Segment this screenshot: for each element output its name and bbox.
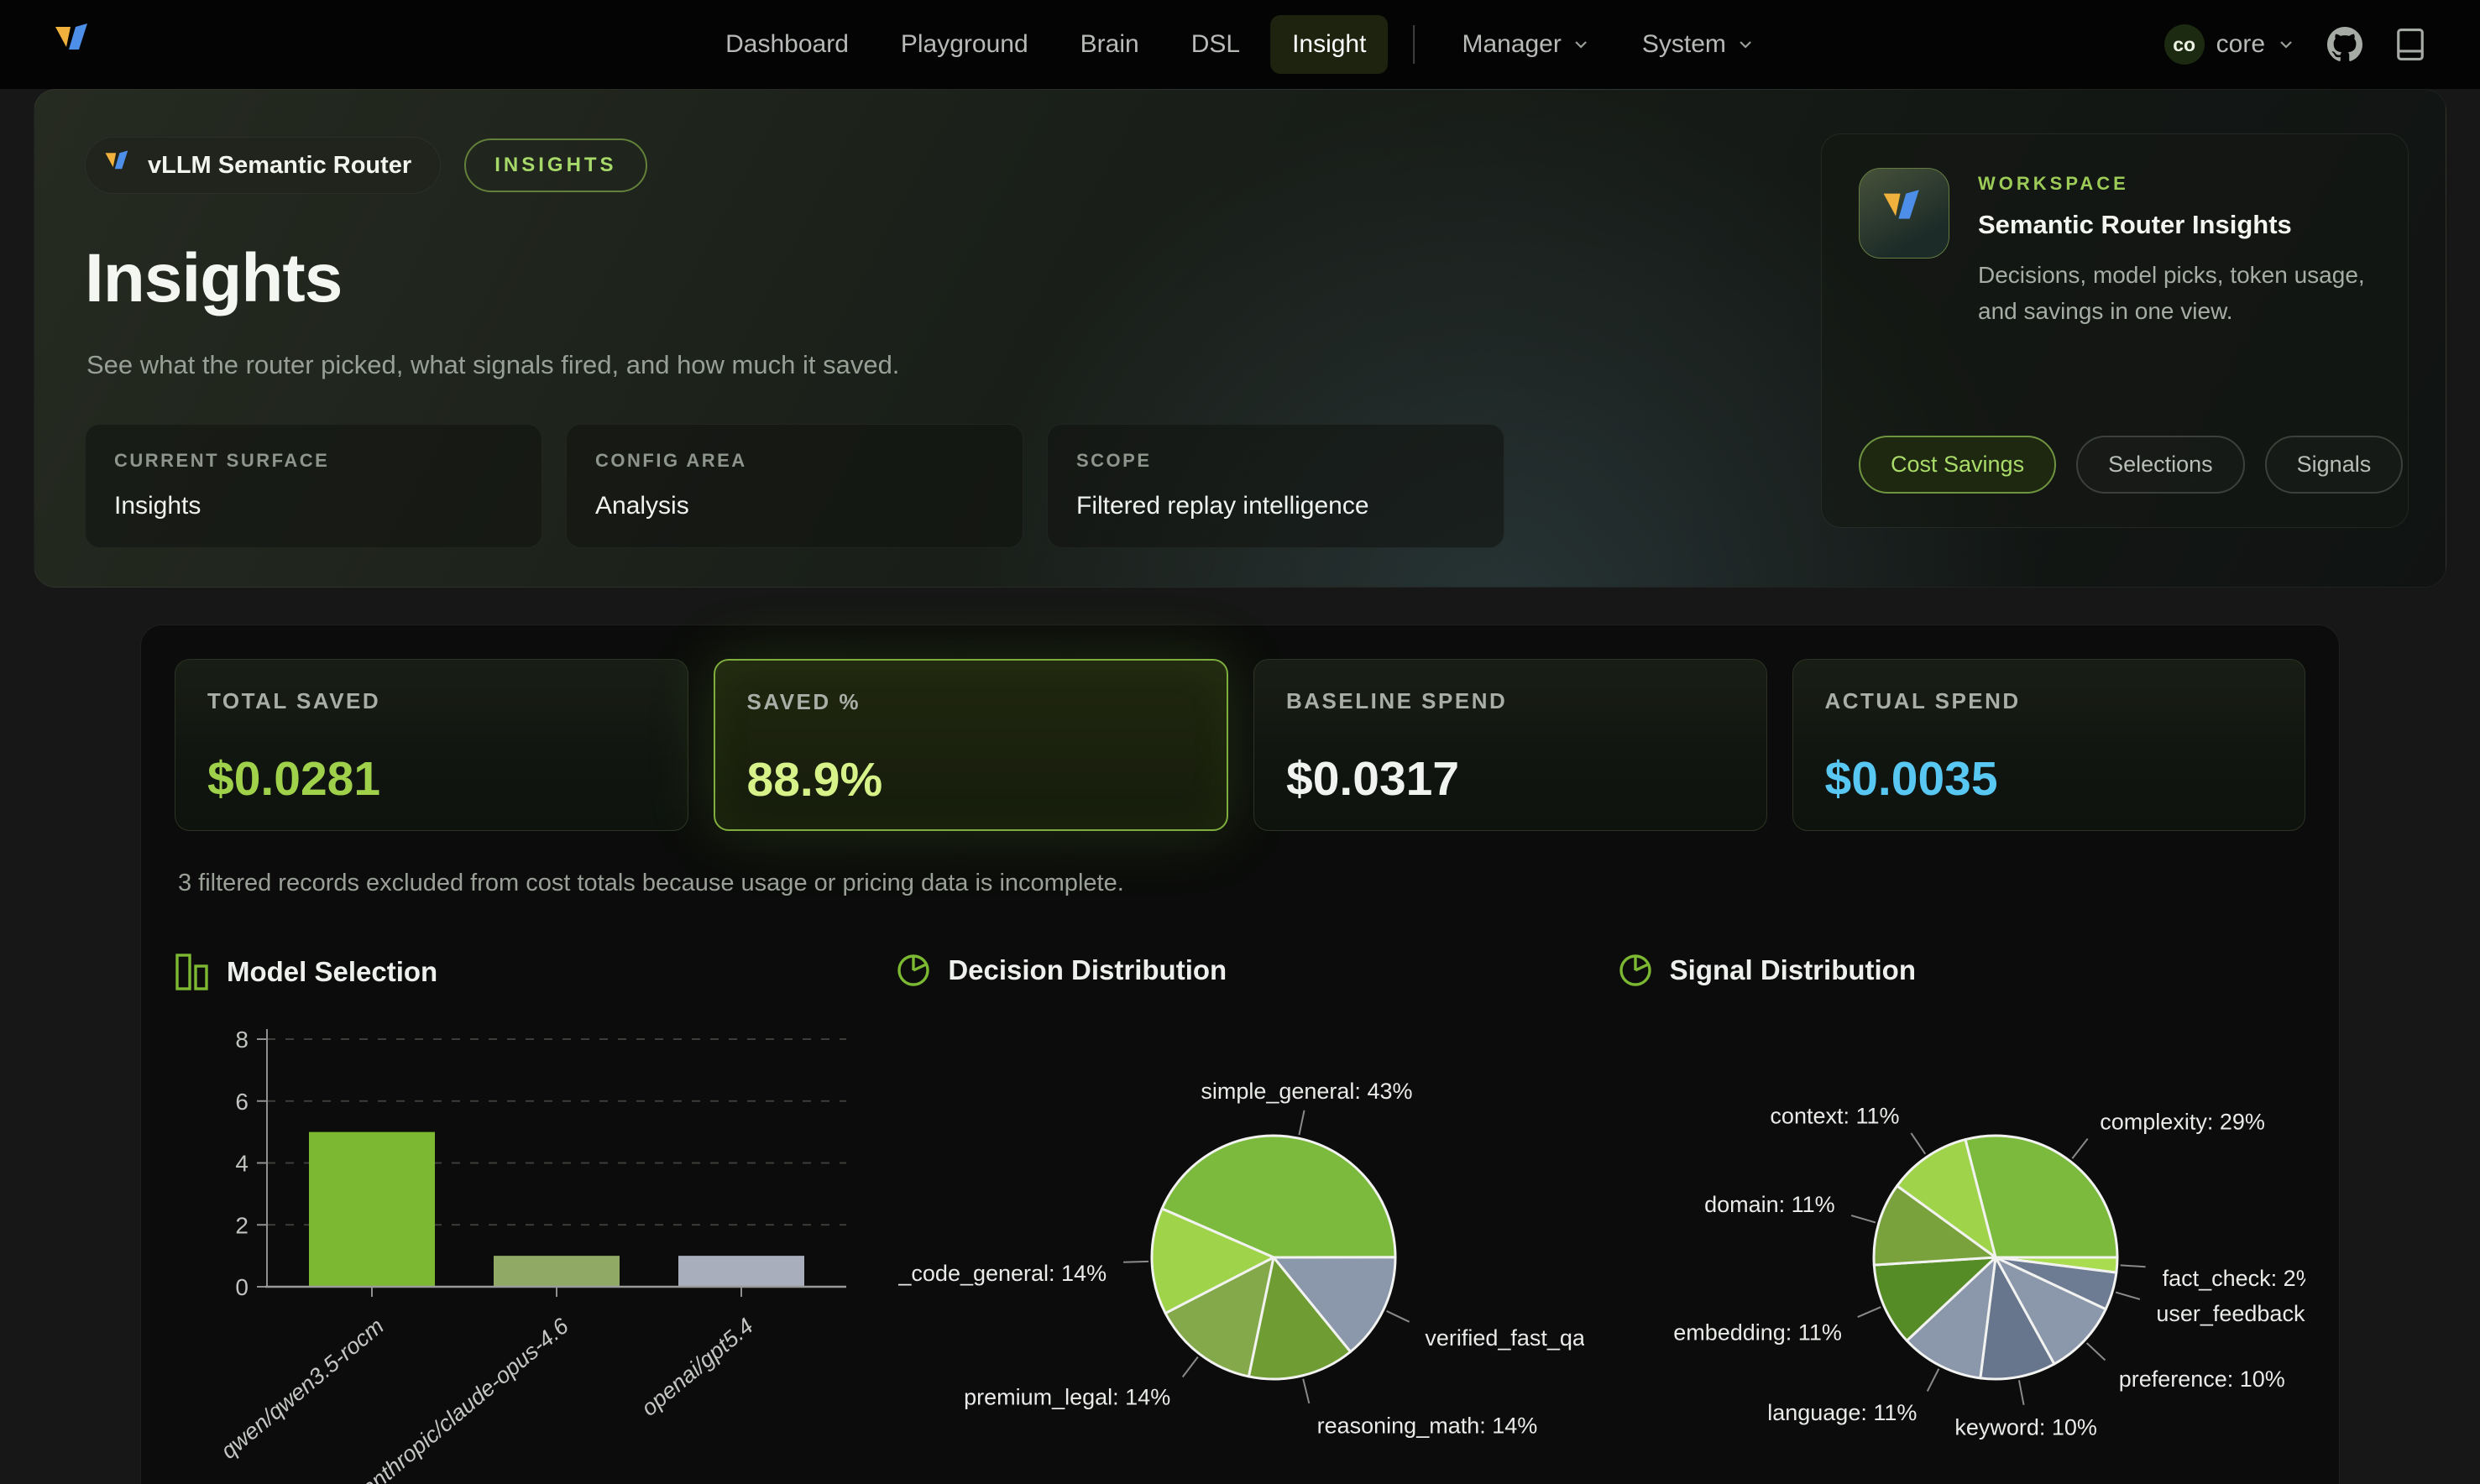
pie-chart-icon xyxy=(897,954,930,986)
info-card-label: CONFIG AREA xyxy=(595,450,747,471)
info-card-config-area: CONFIG AREA Analysis xyxy=(566,424,1023,548)
page-title: Insights xyxy=(85,240,343,316)
chevron-down-icon xyxy=(1575,41,1587,49)
stat-label: ACTUAL SPEND xyxy=(1824,688,2021,713)
workspace-buttons: Cost Savings Selections Signals xyxy=(1859,436,2404,494)
github-icon[interactable] xyxy=(2327,27,2362,62)
charts-row: Model Selection 0 2 4 6 8 qwen/qwen3.5-rocm an… xyxy=(175,953,2305,1484)
svg-text:6: 6 xyxy=(235,1089,249,1115)
stat-label: SAVED % xyxy=(746,689,861,714)
svg-text:simple_general: 43%: simple_general: 43% xyxy=(1201,1079,1413,1104)
insights-badge: INSIGHTS xyxy=(464,138,647,192)
stat-card-actual-spend: ACTUAL SPEND $0.0035 xyxy=(1792,659,2305,831)
vllm-logo-icon xyxy=(105,150,128,170)
chevron-down-icon xyxy=(1740,41,1751,49)
svg-text:reasoning_math: 14%: reasoning_math: 14% xyxy=(1317,1413,1538,1439)
nav-manager-label: Manager xyxy=(1462,30,1562,58)
vllm-logo-icon[interactable] xyxy=(54,22,94,67)
nav-right-cluster: co core xyxy=(2163,24,2426,65)
hero-info-cards: CURRENT SURFACE Insights CONFIG AREA Ana… xyxy=(85,424,2446,548)
nav-system-label: System xyxy=(1641,30,1726,58)
account-menu[interactable]: co core xyxy=(2163,24,2295,65)
stat-value: $0.0035 xyxy=(1824,752,1998,806)
info-card-value: Filtered replay intelligence xyxy=(1076,492,1369,520)
svg-text:8: 8 xyxy=(235,1027,249,1053)
svg-text:complexity: 29%: complexity: 29% xyxy=(2100,1110,2265,1135)
svg-text:fact_check: 2%: fact_check: 2% xyxy=(2162,1266,2305,1291)
svg-text:domain: 11%: domain: 11% xyxy=(1704,1192,1835,1217)
model-selection-chart: Model Selection 0 2 4 6 8 qwen/qwen3.5-rocm an… xyxy=(175,953,862,1484)
app-badge-label: vLLM Semantic Router xyxy=(148,151,412,179)
nav-dropdown-system[interactable]: System xyxy=(1620,15,1776,74)
workspace-label: WORKSPACE xyxy=(1978,173,2129,194)
svg-text:preference: 10%: preference: 10% xyxy=(2118,1366,2284,1392)
pie-chart-icon xyxy=(1619,954,1651,986)
svg-text:premium_legal: 14%: premium_legal: 14% xyxy=(964,1385,1170,1410)
nav-item-brain[interactable]: Brain xyxy=(1080,30,1139,58)
workspace-title: Semantic Router Insights xyxy=(1978,210,2292,239)
stat-value: 88.9% xyxy=(746,753,883,807)
chart-title: Signal Distribution xyxy=(1669,954,1916,985)
stat-label: BASELINE SPEND xyxy=(1286,688,1508,713)
model-selection-bar-chart: 0 2 4 6 8 qwen/qwen3.5-rocmanthropic/claude-o… xyxy=(216,1027,846,1484)
nav-item-dsl[interactable]: DSL xyxy=(1190,30,1241,58)
chart-title: Model Selection xyxy=(227,956,438,987)
decision-distribution-chart: Decision Distribution simple_general: 43… xyxy=(896,953,1584,1484)
filtered-records-note: 3 filtered records excluded from cost to… xyxy=(178,870,1124,896)
svg-text:openai/gpt5.4: openai/gpt5.4 xyxy=(636,1314,758,1421)
account-name: core xyxy=(2216,30,2265,58)
stat-value: $0.0281 xyxy=(207,752,381,806)
svg-text:_code_general: 14%: _code_general: 14% xyxy=(898,1261,1107,1286)
signal-distribution-pie-chart: complexity: 29% fact_check: 2% user_feedba… xyxy=(1673,1103,2305,1440)
info-card-value: Insights xyxy=(114,492,201,520)
bar-chart-icon xyxy=(175,954,208,990)
selections-button[interactable]: Selections xyxy=(2076,436,2245,494)
svg-text:verified_fast_qa_en: 14%: verified_fast_qa_en: 14% xyxy=(1426,1325,1584,1351)
stats-row: TOTAL SAVED $0.0281 SAVED % 88.9% BASELI… xyxy=(175,659,2305,831)
svg-text:context: 11%: context: 11% xyxy=(1770,1103,1899,1128)
stat-value: $0.0317 xyxy=(1286,752,1460,806)
avatar: co xyxy=(2163,24,2205,65)
info-card-label: CURRENT SURFACE xyxy=(114,450,330,471)
insights-panel: TOTAL SAVED $0.0281 SAVED % 88.9% BASELI… xyxy=(140,624,2340,1484)
cost-savings-button[interactable]: Cost Savings xyxy=(1859,436,2057,494)
info-card-current-surface: CURRENT SURFACE Insights xyxy=(85,424,542,548)
svg-text:2: 2 xyxy=(235,1212,249,1238)
svg-text:0: 0 xyxy=(235,1274,249,1300)
svg-text:anthropic/claude-opus-4.6: anthropic/claude-opus-4.6 xyxy=(356,1313,573,1484)
svg-text:language: 11%: language: 11% xyxy=(1767,1400,1917,1425)
stat-card-saved-percent: SAVED % 88.9% xyxy=(713,659,1228,831)
nav-item-dashboard[interactable]: Dashboard xyxy=(725,30,849,58)
app-badge[interactable]: vLLM Semantic Router xyxy=(85,137,442,194)
chart-title: Decision Distribution xyxy=(948,954,1227,985)
info-card-scope: SCOPE Filtered replay intelligence xyxy=(1047,424,1504,548)
signals-button[interactable]: Signals xyxy=(2264,436,2404,494)
workspace-card: WORKSPACE Semantic Router Insights Decis… xyxy=(1821,133,2409,528)
main-nav: Dashboard Playground Brain DSL Insight M… xyxy=(704,15,1776,74)
page-subtitle: See what the router picked, what signals… xyxy=(86,350,900,379)
signal-distribution-chart: Signal Distribution complexity: 29% fact_… xyxy=(1618,953,2305,1484)
nav-item-insight[interactable]: Insight xyxy=(1270,15,1389,74)
decision-distribution-pie-chart: simple_general: 43% verified_fast_qa_en: … xyxy=(898,1079,1584,1439)
chevron-down-icon xyxy=(2280,41,2292,49)
svg-text:keyword: 10%: keyword: 10% xyxy=(1954,1415,2097,1440)
stat-card-baseline-spend: BASELINE SPEND $0.0317 xyxy=(1253,659,1767,831)
hero-section: vLLM Semantic Router INSIGHTS Insights S… xyxy=(34,89,2446,588)
svg-text:4: 4 xyxy=(235,1151,249,1177)
svg-text:embedding: 11%: embedding: 11% xyxy=(1673,1320,1842,1346)
workspace-description: Decisions, model picks, token usage, and… xyxy=(1978,262,2365,325)
stat-label: TOTAL SAVED xyxy=(207,688,381,713)
docs-book-icon[interactable] xyxy=(2394,27,2426,62)
nav-dropdown-manager[interactable]: Manager xyxy=(1440,15,1611,74)
nav-item-playground[interactable]: Playground xyxy=(900,30,1028,58)
hero-badges: vLLM Semantic Router INSIGHTS xyxy=(34,90,2446,194)
stat-card-total-saved: TOTAL SAVED $0.0281 xyxy=(175,659,688,831)
svg-text:user_feedback: 5%: user_feedback: 5% xyxy=(2156,1301,2305,1326)
info-card-label: SCOPE xyxy=(1076,450,1152,471)
nav-divider xyxy=(1413,25,1415,64)
svg-text:qwen/qwen3.5-rocm: qwen/qwen3.5-rocm xyxy=(216,1314,389,1464)
top-nav: Dashboard Playground Brain DSL Insight M… xyxy=(0,0,2480,89)
workspace-app-icon xyxy=(1859,168,1949,259)
info-card-value: Analysis xyxy=(595,492,689,520)
